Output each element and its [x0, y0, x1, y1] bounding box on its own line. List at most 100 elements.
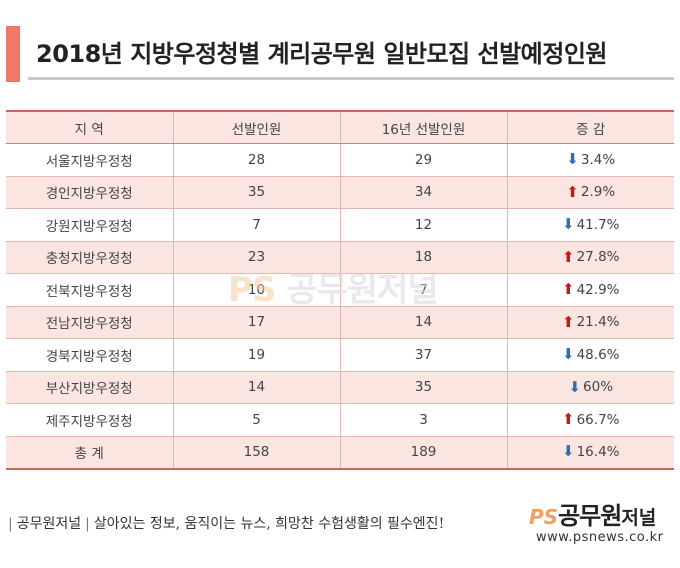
change-value: ⬆ 27.8% [562, 249, 619, 265]
arrow-up-icon: ⬆ [566, 182, 579, 201]
arrow-down-icon: ⬇ [566, 150, 579, 168]
arrow-down-icon: ⬇ [568, 377, 582, 396]
table-header-row: 지 역 선발인원 16년 선발인원 증 감 [6, 110, 674, 144]
change-value: ⬇ 16.4% [562, 444, 619, 460]
cell-change: ⬆ 2.9% [506, 176, 674, 209]
cell-selected: 35 [172, 176, 340, 209]
cell-selected-2016: 7 [339, 273, 507, 307]
change-value: ⬆ 21.4% [562, 314, 619, 330]
footer-separator: | [8, 516, 13, 532]
header-region: 지 역 [6, 110, 173, 144]
brand-logo: PS공무원저널 [529, 496, 656, 531]
cell-selected: 19 [172, 338, 340, 372]
logo-suffix: 저널 [621, 507, 657, 529]
cell-selected-2016: 29 [339, 143, 507, 177]
header-change: 증 감 [506, 110, 674, 144]
title-underline [28, 77, 674, 80]
cell-region: 강원지방우정청 [6, 208, 173, 242]
change-value: ⬇ 41.7% [562, 217, 619, 233]
cell-change: ⬇ 41.7% [506, 208, 674, 242]
arrow-up-icon: ⬆ [562, 247, 575, 266]
cell-selected-2016: 14 [339, 306, 507, 339]
change-value: ⬇ 3.4% [566, 152, 615, 168]
table-row: 부산지방우정청 14 35 ⬇ 60% [6, 371, 674, 404]
table-row: 전북지방우정청 10 7 ⬆ 42.9% [6, 273, 674, 307]
cell-selected-2016: 18 [339, 241, 507, 274]
cell-region: 전남지방우정청 [6, 306, 173, 339]
cell-region: 제주지방우정청 [6, 403, 173, 437]
table-row: 경인지방우정청 35 34 ⬆ 2.9% [6, 176, 674, 209]
site-url: www.psnews.co.kr [536, 530, 664, 545]
footer-separator: | [85, 516, 90, 532]
cell-selected: 28 [172, 143, 340, 177]
table-row: 제주지방우정청 5 3 ⬆ 66.7% [6, 403, 674, 437]
change-percent: 60% [583, 379, 614, 395]
cell-change: ⬇ 48.6% [506, 338, 674, 372]
cell-region: 총 계 [6, 435, 173, 470]
footer-brand: 공무원저널 [16, 516, 82, 532]
cell-change: ⬇ 3.4% [506, 143, 674, 177]
table-row: 충청지방우정청 23 18 ⬆ 27.8% [6, 241, 674, 274]
cell-selected: 17 [172, 306, 340, 339]
change-value: ⬇ 60% [568, 379, 613, 395]
cell-selected: 5 [172, 403, 340, 437]
change-value: ⬆ 42.9% [562, 282, 619, 298]
footer-slogan: 살아있는 정보, 움직이는 뉴스, 희망찬 수험생활의 필수엔진! [93, 516, 445, 532]
footer-slogan-line: | 공무원저널 | 살아있는 정보, 움직이는 뉴스, 희망찬 수험생활의 필수엔진! [4, 513, 444, 533]
cell-change: ⬇ 60% [506, 371, 674, 404]
cell-selected: 14 [172, 371, 340, 404]
cell-region: 경북지방우정청 [6, 338, 173, 372]
cell-change: ⬆ 27.8% [506, 241, 674, 274]
cell-change: ⬆ 21.4% [506, 306, 674, 339]
cell-change: ⬆ 66.7% [506, 403, 674, 437]
cell-region: 충청지방우정청 [6, 241, 173, 274]
change-percent: 66.7% [576, 411, 620, 428]
cell-selected-2016: 35 [339, 371, 507, 404]
change-percent: 3.4% [580, 151, 616, 168]
change-percent: 42.9% [576, 281, 620, 298]
table-row-total: 총 계 158 189 ⬇ 16.4% [6, 435, 674, 470]
title-bar: 2018년 지방우정청별 계리공무원 일반모집 선발예정인원 [0, 26, 680, 84]
cell-selected-2016: 3 [339, 403, 507, 437]
cell-change: ⬇ 16.4% [506, 435, 674, 470]
logo-ps: PS [529, 505, 559, 529]
cell-selected-2016: 12 [339, 208, 507, 242]
cell-selected: 23 [172, 241, 340, 274]
arrow-down-icon: ⬇ [562, 442, 575, 461]
cell-change: ⬆ 42.9% [506, 273, 674, 307]
change-value: ⬇ 48.6% [562, 347, 619, 363]
change-percent: 48.6% [576, 346, 620, 363]
header-selected: 선발인원 [172, 110, 340, 144]
change-percent: 21.4% [576, 314, 620, 330]
cell-region: 전북지방우정청 [6, 273, 173, 307]
table-row: 경북지방우정청 19 37 ⬇ 48.6% [6, 338, 674, 372]
title-accent-bar [6, 26, 20, 82]
table-row: 전남지방우정청 17 14 ⬆ 21.4% [6, 306, 674, 339]
logo-name: 공무원 [558, 502, 622, 530]
arrow-down-icon: ⬇ [562, 215, 575, 233]
header-selected-2016: 16년 선발인원 [339, 110, 507, 144]
arrow-down-icon: ⬇ [562, 345, 575, 363]
table-row: 강원지방우정청 7 12 ⬇ 41.7% [6, 208, 674, 242]
cell-selected-2016: 37 [339, 338, 507, 372]
page-title: 2018년 지방우정청별 계리공무원 일반모집 선발예정인원 [36, 40, 607, 68]
change-percent: 41.7% [576, 216, 620, 233]
cell-region: 서울지방우정청 [6, 143, 173, 177]
change-percent: 2.9% [580, 184, 616, 200]
change-percent: 27.8% [576, 249, 620, 265]
cell-selected-2016: 189 [339, 435, 507, 470]
cell-selected: 158 [172, 435, 340, 470]
cell-selected: 7 [172, 208, 340, 242]
change-value: ⬆ 2.9% [566, 184, 615, 200]
change-percent: 16.4% [576, 443, 620, 460]
recruitment-table: 지 역 선발인원 16년 선발인원 증 감 서울지방우정청 28 29 ⬇ 3.4% 경인… [6, 110, 674, 470]
cell-region: 부산지방우정청 [6, 371, 173, 404]
cell-region: 경인지방우정청 [6, 176, 173, 209]
arrow-up-icon: ⬆ [562, 410, 575, 428]
arrow-up-icon: ⬆ [562, 280, 575, 298]
cell-selected: 10 [172, 273, 340, 307]
table-row: 서울지방우정청 28 29 ⬇ 3.4% [6, 143, 674, 177]
change-value: ⬆ 66.7% [562, 412, 619, 428]
cell-selected-2016: 34 [339, 176, 507, 209]
arrow-up-icon: ⬆ [562, 312, 575, 331]
